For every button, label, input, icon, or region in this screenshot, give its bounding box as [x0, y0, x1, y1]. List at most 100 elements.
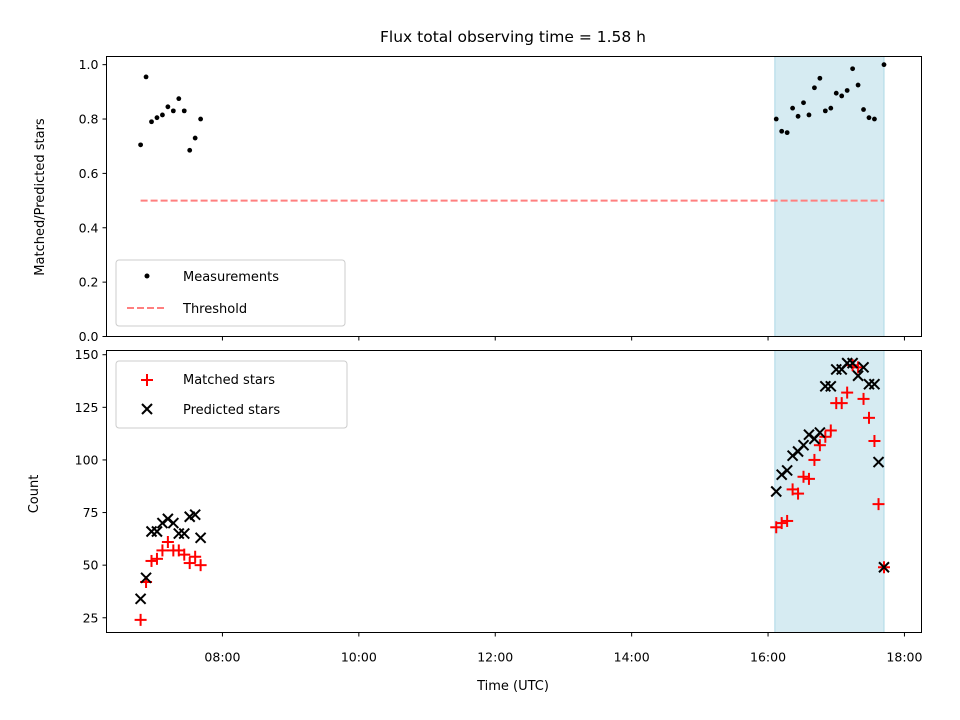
measurement-point — [855, 82, 861, 88]
bottom-legend-box — [115, 360, 348, 429]
predicted-star-point — [173, 527, 185, 540]
predicted-star-point — [857, 361, 870, 374]
matched-star-point — [150, 552, 163, 565]
measurement-point — [198, 116, 204, 122]
predicted-star-point — [781, 464, 793, 477]
bottom-y-tick-label: 25 — [83, 610, 99, 625]
matched-star-point — [841, 386, 854, 399]
predicted-star-point — [189, 508, 201, 521]
chart-title: Flux total observing time = 1.58 h — [380, 28, 646, 46]
top-legend: Measurements Threshold — [115, 259, 346, 327]
matched-star-point — [862, 411, 875, 424]
matched-star-point — [775, 517, 788, 530]
legend-predicted-marker — [141, 403, 153, 415]
top-y-tick-label: 0.0 — [79, 329, 99, 344]
bottom-y-tick-label: 100 — [75, 452, 99, 467]
measurement-point — [866, 115, 872, 121]
measurement-point — [154, 115, 160, 121]
measurement-point — [801, 100, 806, 106]
matched-star-point — [857, 392, 870, 405]
predicted-star-point — [814, 426, 826, 439]
top-panel: 0.0 0.2 0.4 0.6 0.8 1.0 Matched/Predicted sta… — [33, 56, 922, 344]
measurement-point — [784, 130, 790, 136]
x-tick-label: 12:00 — [477, 650, 513, 665]
matched-star-point — [824, 424, 837, 437]
legend-matched-marker — [141, 374, 153, 386]
measurement-point — [817, 75, 823, 81]
top-legend-box — [115, 259, 346, 327]
predicted-star-point — [878, 561, 890, 573]
predicted-star-point — [134, 593, 147, 605]
measurement-point — [828, 105, 834, 111]
predicted-star-point — [140, 572, 152, 584]
measurement-point — [779, 128, 785, 134]
measurement-point — [181, 108, 187, 114]
top-y-tick-label: 0.2 — [79, 275, 99, 290]
predicted-star-point — [846, 357, 859, 369]
matched-star-point — [178, 548, 191, 561]
top-y-tick-label: 1.0 — [79, 57, 99, 72]
top-y-tick-label: 0.6 — [79, 166, 99, 181]
matched-star-point — [872, 498, 885, 511]
x-tick-label: 14:00 — [614, 650, 650, 665]
matched-star-point — [145, 554, 158, 567]
legend-measurements-marker — [144, 273, 150, 279]
bottom-panel: 25 50 75 100 125 150 08:00 10:00 12:00 14:00 16:0… — [27, 347, 923, 694]
measurement-point — [170, 108, 176, 114]
measurement-point — [881, 62, 887, 68]
predicted-star-point — [178, 527, 190, 540]
predicted-star-point — [852, 370, 864, 382]
measurement-point — [773, 116, 779, 122]
measurement-point — [149, 119, 154, 125]
x-axis-label: Time (UTC) — [476, 679, 549, 694]
legend-predicted-label: Predicted stars — [183, 403, 280, 418]
top-highlight-span — [774, 56, 885, 337]
measurement-point — [822, 108, 828, 114]
measurement-point — [850, 66, 856, 72]
measurement-point — [833, 90, 839, 96]
bottom-y-tick-label: 75 — [83, 505, 99, 520]
bottom-y-tick-label: 50 — [83, 558, 99, 573]
measurement-point — [872, 116, 877, 122]
matched-star-point — [808, 453, 821, 466]
x-tick-label: 18:00 — [886, 650, 922, 665]
legend-threshold-label: Threshold — [182, 302, 247, 317]
measurement-point — [790, 105, 796, 111]
measurement-point — [812, 85, 817, 91]
matched-star-point — [802, 472, 815, 485]
matched-star-point — [792, 487, 805, 500]
measurement-point — [138, 142, 144, 148]
matched-star-point — [134, 613, 147, 626]
measurement-point — [187, 147, 193, 153]
measurement-point — [160, 112, 165, 118]
matched-star-point — [194, 559, 207, 572]
predicted-star-point — [194, 532, 207, 544]
predicted-star-point — [797, 439, 810, 451]
matched-star-point — [797, 470, 810, 483]
measurement-point — [839, 93, 845, 99]
matched-star-point — [183, 557, 196, 570]
bottom-y-tick-label: 150 — [75, 347, 99, 362]
legend-measurements-label: Measurements — [183, 270, 279, 285]
predicted-star-point — [770, 485, 782, 498]
measurement-point — [795, 113, 801, 119]
x-tick-label: 08:00 — [204, 650, 240, 665]
bottom-legend: Matched stars Predicted stars — [115, 360, 348, 429]
predicted-star-point — [145, 525, 158, 538]
top-y-axis-label: Matched/Predicted stars — [33, 118, 48, 276]
measurement-point — [143, 74, 149, 80]
top-y-tick-label: 0.8 — [79, 112, 99, 127]
predicted-star-point — [825, 380, 837, 392]
top-y-tick-label: 0.4 — [79, 220, 99, 235]
matched-star-point — [189, 550, 202, 563]
bottom-y-tick-label: 125 — [75, 400, 99, 415]
top-panel-frame — [106, 56, 922, 337]
matched-star-point — [813, 439, 826, 452]
predicted-star-point — [868, 378, 881, 390]
measurement-point — [176, 96, 182, 102]
bottom-panel-frame — [106, 350, 922, 633]
predicted-star-point — [167, 517, 180, 529]
legend-matched-label: Matched stars — [183, 373, 275, 388]
x-tick-label: 10:00 — [341, 650, 377, 665]
